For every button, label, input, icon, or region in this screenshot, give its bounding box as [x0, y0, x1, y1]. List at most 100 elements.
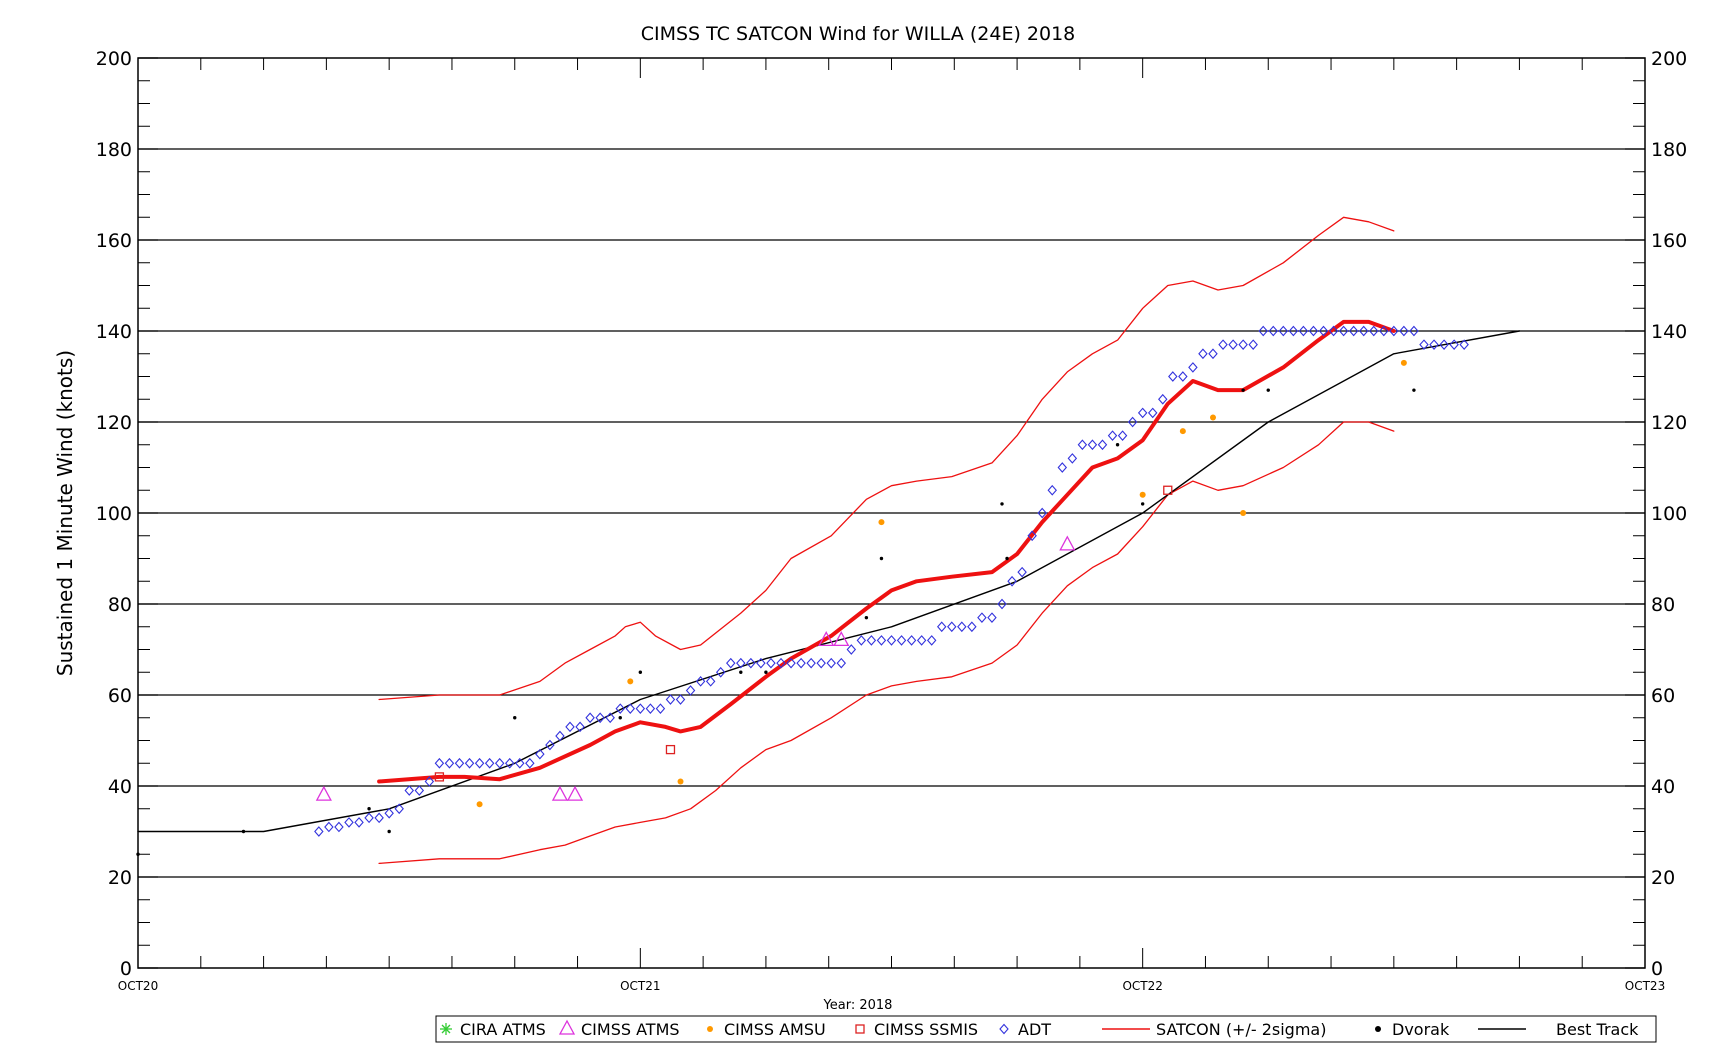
dvorak-point: [1140, 502, 1145, 506]
x-axis-title: Year: 2018: [823, 998, 893, 1013]
dvorak-point: [864, 615, 869, 620]
cimss-amsu-point: [677, 778, 684, 785]
adt-point: [314, 826, 324, 837]
adt-point: [645, 703, 656, 714]
y-tick-label-left: 160: [96, 230, 132, 252]
legend-cira-atms-label: CIRA ATMS: [460, 1020, 546, 1039]
adt-point: [1208, 348, 1218, 360]
y-tick-label-right: 40: [1651, 776, 1675, 798]
adt-point: [605, 712, 615, 724]
adt-point: [1318, 325, 1329, 337]
legend-dvorak-label: Dvorak: [1392, 1020, 1450, 1039]
adt-point: [977, 612, 987, 623]
cimss-amsu-point: [1139, 491, 1146, 498]
legend-cimss-amsu-label: CIMSS AMSU: [724, 1020, 826, 1039]
adt-point: [1198, 348, 1208, 360]
best-track-line: [137, 330, 1521, 833]
dvorak-point: [1115, 443, 1120, 447]
legend-cimss-atms-swatch: [558, 1019, 576, 1035]
adt-point: [846, 644, 857, 655]
adt-point: [334, 821, 344, 833]
adt-point: [836, 657, 847, 669]
satcon-line: [377, 319, 1396, 784]
dvorak-point: [1000, 502, 1004, 506]
adt-point: [997, 598, 1007, 610]
adt-point: [1027, 530, 1037, 542]
cimss-amsu-point: [1400, 359, 1407, 366]
adt-point: [1248, 339, 1258, 350]
x-tick-label: OCT20: [118, 979, 158, 993]
y-tick-label-right: 160: [1651, 230, 1687, 252]
adt-point: [1017, 566, 1027, 578]
adt-point: [1097, 439, 1108, 451]
dvorak-point: [764, 670, 768, 674]
adt-point: [806, 657, 816, 669]
dvorak-point: [739, 670, 743, 674]
adt-point: [1459, 339, 1469, 350]
cimss-amsu-point: [1240, 510, 1247, 516]
adt-point: [565, 721, 575, 733]
adt-point: [786, 657, 796, 669]
adt-point: [1228, 339, 1238, 350]
y-tick-label-right: 120: [1651, 412, 1687, 434]
cimss-atms-point: [315, 785, 332, 801]
x-tick-label: OCT21: [620, 979, 660, 993]
cimss-amsu-point: [878, 519, 885, 526]
cimss-ssmis-point: [434, 772, 445, 782]
adt-point: [434, 757, 445, 769]
adt-point: [575, 721, 585, 733]
adt-point: [464, 757, 475, 769]
x-tick-label: OCT23: [1625, 979, 1665, 993]
asterisk-stroke: [441, 1024, 451, 1034]
cimss-atms-point: [818, 631, 835, 647]
y-tick-label-right: 60: [1651, 685, 1675, 707]
adt-point: [585, 712, 595, 724]
adt-point: [1369, 325, 1379, 337]
adt-point: [796, 657, 806, 669]
cimss-atms-point: [833, 631, 850, 647]
cimss-atms-point: [1059, 535, 1076, 551]
adt-point: [1389, 325, 1399, 337]
y-axis-title: Sustained 1 Minute Wind (knots): [53, 350, 77, 676]
y-tick-label-right: 180: [1651, 139, 1687, 161]
adt-point: [1308, 325, 1319, 337]
cimss-ssmis-point: [1163, 485, 1173, 495]
adt-point: [776, 657, 786, 669]
adt-point: [1338, 325, 1349, 337]
y-tick-label-left: 120: [96, 412, 132, 434]
dvorak-point: [241, 829, 246, 834]
adt-point: [715, 666, 726, 678]
dvorak-point: [618, 716, 622, 720]
adt-point: [595, 712, 605, 724]
adt-point: [1037, 507, 1047, 519]
adt-point: [1158, 393, 1168, 405]
adt-point: [967, 621, 977, 633]
y-tick-label-right: 140: [1651, 321, 1687, 343]
dvorak-point: [638, 670, 643, 674]
adt-point: [906, 635, 917, 646]
cimss-amsu-point: [476, 801, 483, 808]
adt-point: [1399, 325, 1409, 337]
adt-point: [555, 730, 565, 742]
y-tick-label-right: 200: [1651, 48, 1687, 70]
adt-point: [856, 635, 867, 646]
y-tick-label-right: 80: [1651, 594, 1675, 616]
adt-point: [655, 703, 666, 714]
y-tick-label-left: 40: [108, 776, 132, 798]
adt-point: [987, 612, 997, 623]
dvorak-point: [1266, 388, 1270, 392]
adt-point: [726, 657, 736, 669]
adt-point: [1328, 325, 1339, 337]
adt-point: [936, 621, 947, 633]
cimss-amsu-point: [1179, 428, 1186, 435]
y-tick-label-left: 20: [108, 867, 132, 889]
marker-layer: [136, 325, 1469, 856]
adt-point: [424, 776, 435, 787]
satcon-layer: [377, 319, 1396, 784]
y-tick-label-left: 80: [108, 594, 132, 616]
satcon-lower-band-line: [378, 421, 1395, 865]
y-tick-label-right: 100: [1651, 503, 1687, 525]
legend-cimss-atms-label: CIMSS ATMS: [581, 1020, 680, 1039]
legend-cimss-amsu-swatch: [707, 1026, 713, 1032]
